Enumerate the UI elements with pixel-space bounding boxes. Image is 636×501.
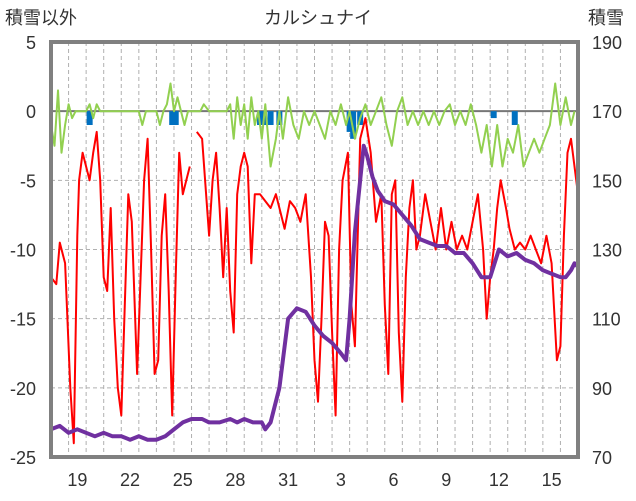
right-tick-label: 90 bbox=[592, 379, 612, 399]
precip-bar bbox=[169, 111, 176, 125]
right-axis-ticks: 190 170 150 130 110 90 70 bbox=[592, 33, 622, 468]
x-tick-label: 31 bbox=[278, 470, 298, 490]
x-tick-label: 19 bbox=[67, 470, 87, 490]
left-tick-label: 0 bbox=[26, 102, 36, 122]
right-tick-label: 130 bbox=[592, 241, 622, 261]
right-tick-label: 150 bbox=[592, 171, 622, 191]
x-tick-label: 12 bbox=[489, 470, 509, 490]
plot-frame bbox=[49, 40, 580, 459]
precip-bar bbox=[86, 111, 93, 125]
left-axis-title: 積雪以外 bbox=[5, 8, 77, 28]
x-tick-label: 3 bbox=[336, 470, 346, 490]
precip-bar bbox=[267, 111, 274, 125]
temperature-line bbox=[50, 130, 191, 445]
temperature-line bbox=[196, 117, 579, 417]
snow-depth-line bbox=[50, 143, 580, 442]
x-tick-label: 25 bbox=[173, 470, 193, 490]
left-tick-label: -25 bbox=[10, 448, 36, 468]
right-tick-label: 70 bbox=[592, 448, 612, 468]
precip-bar bbox=[346, 111, 353, 132]
left-tick-label: -5 bbox=[20, 171, 36, 191]
left-tick-label: -20 bbox=[10, 379, 36, 399]
plot-series bbox=[50, 82, 580, 445]
precip-bar bbox=[490, 111, 497, 119]
precip-bar bbox=[511, 111, 518, 125]
x-tick-label: 15 bbox=[542, 470, 562, 490]
x-tick-label: 28 bbox=[225, 470, 245, 490]
precip-bar bbox=[172, 111, 179, 125]
x-tick-label: 9 bbox=[441, 470, 451, 490]
right-tick-label: 190 bbox=[592, 33, 622, 53]
right-tick-label: 170 bbox=[592, 102, 622, 122]
left-tick-label: 5 bbox=[26, 33, 36, 53]
wind-line bbox=[50, 82, 576, 168]
chart-title: カルシュナイ bbox=[264, 8, 372, 28]
left-tick-label: -15 bbox=[10, 310, 36, 330]
x-tick-label: 22 bbox=[120, 470, 140, 490]
left-tick-label: -10 bbox=[10, 241, 36, 261]
right-tick-label: 110 bbox=[592, 310, 621, 330]
x-tick-label: 6 bbox=[389, 470, 399, 490]
left-axis-ticks: 5 0 -5 -10 -15 -20 -25 bbox=[10, 33, 36, 468]
x-axis-ticks: 19 22 25 28 31 3 6 9 12 15 bbox=[67, 470, 561, 490]
right-axis-title: 積雪 bbox=[588, 8, 624, 28]
